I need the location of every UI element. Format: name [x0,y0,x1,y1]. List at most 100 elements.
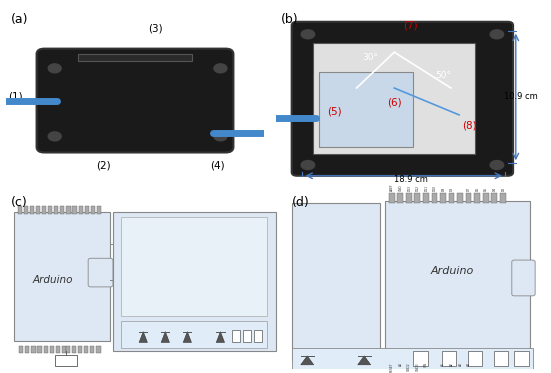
Text: D8: D8 [450,187,454,191]
Bar [291,348,532,369]
Text: A4: A4 [467,362,471,366]
Bar [42,206,46,213]
Bar [414,193,420,203]
Bar [457,193,463,203]
FancyBboxPatch shape [512,260,535,296]
Bar [50,346,53,353]
Bar [474,193,480,203]
Polygon shape [161,332,169,342]
Bar [423,193,429,203]
Bar [55,355,77,366]
Bar [406,351,412,361]
Bar [449,351,455,361]
Bar [121,321,267,348]
Text: GND: GND [399,184,403,191]
Text: A2: A2 [450,362,454,366]
Bar [431,351,437,361]
Text: (2): (2) [96,160,111,170]
Bar [254,330,262,342]
Bar [24,206,28,213]
Circle shape [48,132,61,141]
Bar [60,206,64,213]
Text: VIN: VIN [424,362,428,367]
Text: GND2: GND2 [407,362,411,371]
Bar [449,193,455,203]
Polygon shape [301,356,314,365]
Circle shape [490,160,504,169]
Text: D11: D11 [424,185,428,191]
Bar [97,206,101,213]
Text: (6): (6) [387,97,402,107]
Bar [397,193,403,203]
FancyBboxPatch shape [291,22,513,176]
Text: GND3: GND3 [416,362,420,371]
Circle shape [214,132,227,141]
Bar [14,212,110,341]
Bar [389,351,395,361]
Bar [440,193,446,203]
Text: D9: D9 [441,187,445,191]
Text: D6: D6 [476,187,479,191]
Text: (5): (5) [328,106,342,116]
Text: D7: D7 [467,187,471,191]
FancyBboxPatch shape [36,48,234,153]
Bar [18,206,22,213]
Bar [291,203,380,360]
Polygon shape [183,332,192,342]
Bar [431,193,437,203]
Bar [25,346,30,353]
Text: (a): (a) [10,13,28,26]
Text: (3): (3) [148,24,163,34]
Bar [440,351,446,361]
Bar [66,206,71,213]
Text: A3: A3 [458,362,462,366]
Bar [66,346,71,353]
Bar [62,346,66,353]
Bar [78,206,83,213]
Bar [84,346,89,353]
Bar [318,72,413,147]
Bar [78,54,192,61]
Bar [19,346,23,353]
Text: Arduino: Arduino [431,266,474,276]
Bar [78,346,83,353]
Bar [500,193,506,203]
Text: (8): (8) [463,120,477,131]
Bar [90,346,95,353]
Bar [385,201,530,351]
Bar [515,351,528,366]
Bar [31,346,35,353]
Text: D4: D4 [493,187,497,191]
Polygon shape [216,332,225,342]
Text: (4): (4) [210,160,225,170]
Text: (7): (7) [403,21,418,30]
Text: (1): (1) [9,92,23,102]
Circle shape [301,30,315,39]
Circle shape [301,160,315,169]
Bar [389,193,395,203]
Bar [442,351,456,366]
Bar [468,351,482,366]
Text: (d): (d) [291,195,310,209]
Bar [73,206,77,213]
Bar [30,206,34,213]
Bar [54,206,58,213]
Bar [457,351,463,361]
Bar [37,346,42,353]
Circle shape [490,30,504,39]
Text: D13: D13 [407,185,411,191]
Bar [483,193,489,203]
Text: D12: D12 [416,185,420,191]
Text: 10.9 cm: 10.9 cm [504,93,538,101]
Circle shape [48,64,61,73]
Bar [121,217,267,316]
Bar [406,193,412,203]
Bar [243,330,251,342]
Text: A0: A0 [399,362,403,366]
Bar [423,351,429,361]
Bar [113,212,276,351]
Bar [72,346,76,353]
Text: (b): (b) [281,13,299,26]
Bar [466,351,472,361]
Text: 30°: 30° [362,53,378,62]
